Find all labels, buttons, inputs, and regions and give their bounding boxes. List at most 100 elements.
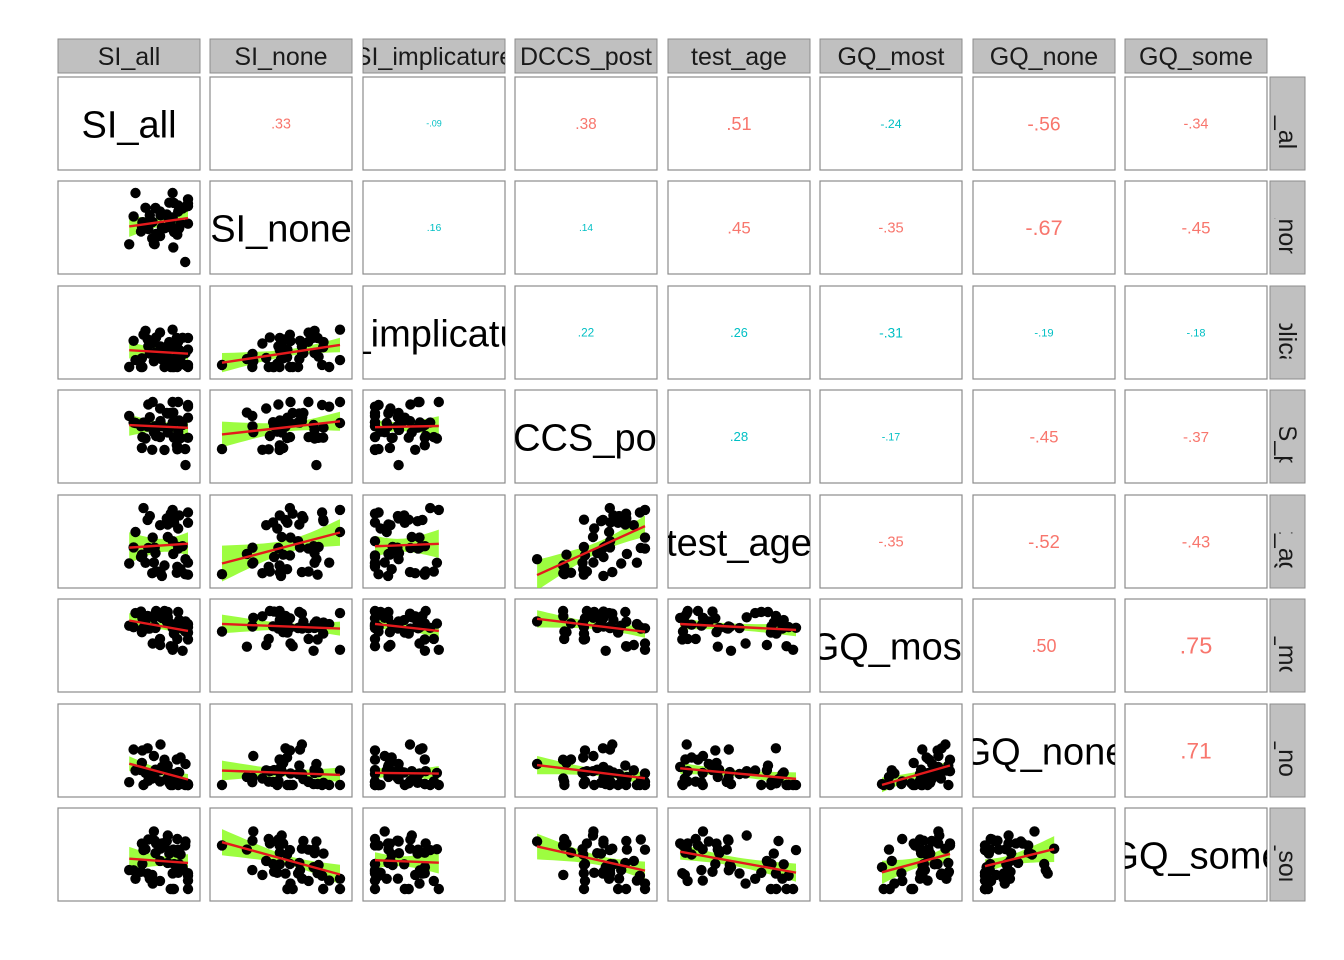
scatter-point bbox=[369, 444, 381, 455]
scatter-point bbox=[247, 421, 258, 432]
correlation-label: -.45 bbox=[1029, 427, 1058, 446]
scatter-point bbox=[324, 618, 335, 630]
scatter-point bbox=[635, 834, 646, 845]
fit-line bbox=[221, 420, 341, 436]
scatter-point bbox=[136, 838, 148, 849]
scatter-point bbox=[287, 508, 298, 519]
scatter-point bbox=[889, 768, 900, 779]
scatter-point bbox=[324, 779, 335, 791]
scatter-point bbox=[285, 396, 296, 408]
scatter-point bbox=[182, 507, 194, 518]
scatter-point bbox=[531, 616, 543, 627]
scatter-point bbox=[561, 549, 572, 560]
scatter-point bbox=[628, 765, 639, 776]
scatter-point bbox=[264, 332, 276, 343]
scatter-point bbox=[369, 561, 381, 572]
correlation-label: -.31 bbox=[879, 325, 903, 340]
scatter-point bbox=[620, 883, 632, 895]
scatter-point bbox=[136, 627, 148, 638]
scatter-point bbox=[725, 645, 737, 656]
scatter-point bbox=[241, 407, 253, 418]
scatter-point bbox=[272, 867, 283, 878]
scatter-point bbox=[406, 427, 417, 438]
scatter-point bbox=[531, 554, 543, 565]
scatter-point bbox=[281, 619, 293, 630]
scatter-point bbox=[690, 776, 701, 787]
scatter-point bbox=[940, 739, 951, 750]
scatter-point bbox=[159, 754, 170, 765]
scatter-point bbox=[414, 532, 425, 543]
row-strip-label: GQ_most bbox=[1273, 592, 1301, 699]
fit-line bbox=[221, 622, 341, 630]
scatter-point bbox=[247, 864, 258, 876]
scatter-point bbox=[765, 627, 777, 638]
scatter-point bbox=[309, 848, 320, 859]
scatter-point bbox=[273, 399, 284, 410]
scatter-point bbox=[175, 564, 186, 575]
fit-line bbox=[536, 763, 646, 780]
panel-5-4 bbox=[667, 598, 811, 693]
scatter-point bbox=[710, 858, 721, 870]
scatter-point bbox=[379, 826, 390, 837]
scatter-point bbox=[287, 779, 298, 791]
fit-line bbox=[129, 542, 189, 549]
scatter-point bbox=[248, 826, 259, 837]
scatter-point bbox=[944, 766, 956, 777]
panel-6-6: GQ_none bbox=[972, 703, 1116, 798]
scatter-point bbox=[386, 564, 397, 575]
scatter-point bbox=[182, 883, 194, 895]
scatter-point bbox=[172, 833, 183, 845]
scatter-point bbox=[257, 869, 268, 881]
scatter-point bbox=[604, 779, 615, 791]
scatter-point bbox=[600, 645, 611, 656]
fit-line bbox=[680, 767, 797, 781]
scatter-point bbox=[1029, 826, 1040, 837]
scatter-point bbox=[412, 543, 424, 554]
scatter-point bbox=[781, 779, 792, 791]
panel-4-3 bbox=[514, 494, 658, 589]
scatter-point bbox=[311, 459, 322, 471]
fit-line bbox=[129, 349, 189, 355]
scatter-point bbox=[557, 754, 569, 765]
panel-1-0 bbox=[57, 180, 201, 275]
fit-line bbox=[984, 847, 1055, 868]
scatter-point bbox=[128, 335, 139, 346]
scatter-point bbox=[278, 549, 289, 560]
scatter-point bbox=[136, 353, 148, 364]
scatter-point bbox=[182, 332, 194, 344]
scatter-point bbox=[124, 361, 135, 373]
scatter-point bbox=[603, 526, 615, 538]
panel-5-3 bbox=[514, 598, 658, 693]
scatter-point bbox=[309, 325, 320, 336]
scatter-point bbox=[334, 354, 346, 366]
scatter-point bbox=[612, 883, 624, 895]
panel-3-5: -.17 bbox=[819, 389, 963, 484]
diagonal-label: GQ_most bbox=[810, 627, 973, 669]
scatter-point bbox=[589, 523, 600, 534]
panel-0-7: -.34 bbox=[1124, 76, 1268, 171]
row-strip-6: GQ_none bbox=[1269, 703, 1306, 798]
scatter-point bbox=[287, 407, 298, 419]
scatter-point bbox=[182, 517, 194, 528]
scatter-point bbox=[280, 868, 291, 879]
scatter-point bbox=[790, 622, 802, 633]
scatter-point bbox=[165, 508, 176, 519]
scatter-point bbox=[559, 833, 570, 845]
scatter-point bbox=[144, 510, 155, 522]
panel-7-3 bbox=[514, 807, 658, 902]
panel-5-6: .50 bbox=[972, 598, 1116, 693]
scatter-point bbox=[406, 531, 417, 543]
panel-5-2 bbox=[362, 598, 506, 693]
scatter-point bbox=[130, 187, 141, 199]
scatter-point bbox=[386, 432, 397, 444]
scatter-point bbox=[150, 566, 162, 577]
panel-2-6: -.19 bbox=[972, 285, 1116, 380]
scatter-point bbox=[324, 361, 335, 373]
scatter-point bbox=[790, 779, 802, 791]
scatter-point bbox=[312, 569, 323, 580]
correlation-label: -.24 bbox=[880, 117, 901, 131]
scatter-point bbox=[167, 187, 178, 199]
panel-2-0 bbox=[57, 285, 201, 380]
diagonal-label: SI_all bbox=[81, 105, 176, 147]
fit-line bbox=[881, 852, 951, 874]
